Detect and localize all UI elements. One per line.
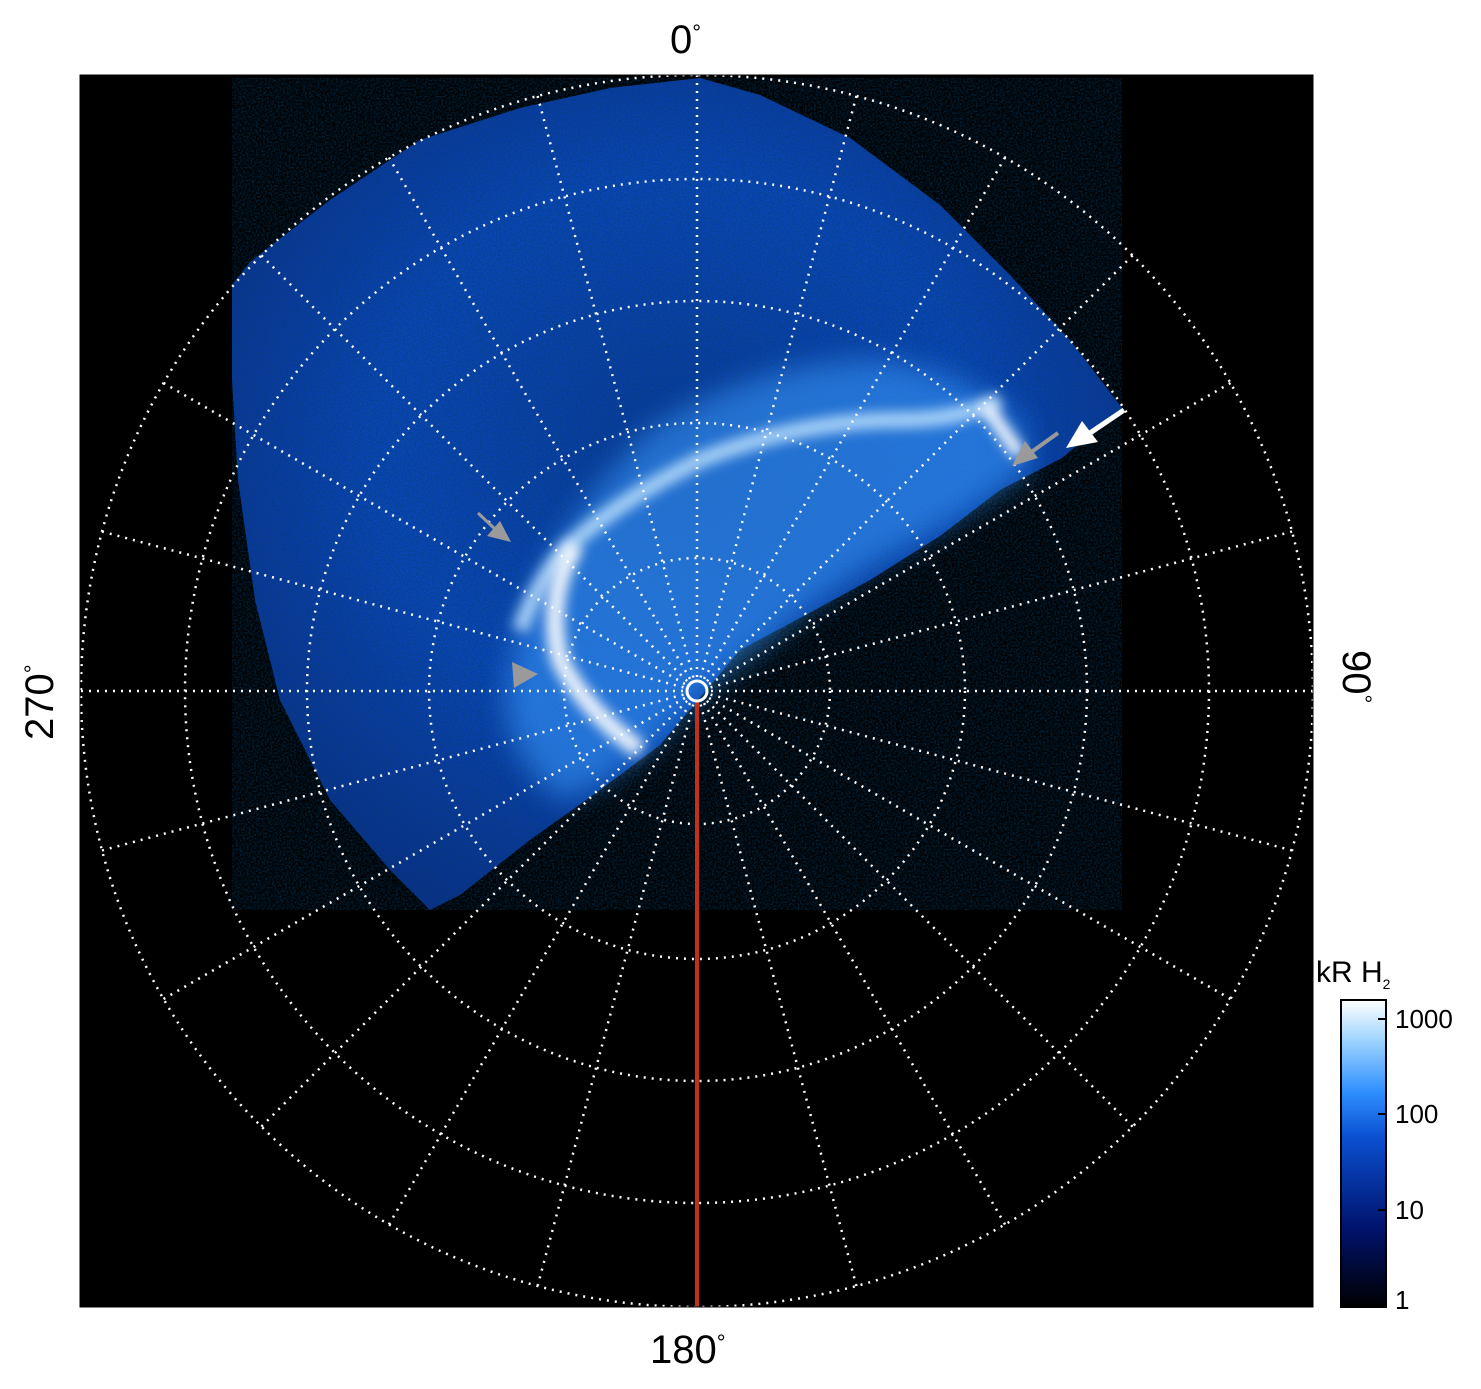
azimuth-label-top: 0°	[670, 18, 702, 62]
colorbar	[1340, 999, 1387, 1308]
auroral-oval-main	[512, 392, 1004, 633]
dawn-spot-bright	[979, 400, 1026, 460]
colorbar-tick-label: 1	[1395, 1285, 1410, 1315]
gray-arrowhead-left	[512, 662, 538, 688]
gray-arrow-right	[1012, 431, 1060, 466]
colorbar-tick-label: 1000	[1395, 1004, 1453, 1034]
colorbar-title: kR H2	[1316, 956, 1391, 992]
auroral-arc-bright	[546, 540, 646, 758]
colorbar-tick-label: 10	[1395, 1195, 1424, 1225]
gray-arrow-upper	[476, 511, 511, 542]
colorbar-gradient	[1340, 999, 1387, 1308]
colorbar-tick-label: 100	[1395, 1099, 1439, 1129]
azimuth-label-bottom: 180°	[650, 1328, 726, 1372]
white-arrow-right	[1066, 407, 1126, 448]
pole-marker	[685, 679, 709, 703]
plot-frame	[79, 74, 1314, 1308]
colorbar-ticks	[1378, 1018, 1386, 1306]
azimuth-label-right: 90°	[1334, 650, 1378, 704]
auroral-oval-glow	[505, 360, 1030, 800]
azimuth-label-left: 270°	[18, 664, 62, 740]
